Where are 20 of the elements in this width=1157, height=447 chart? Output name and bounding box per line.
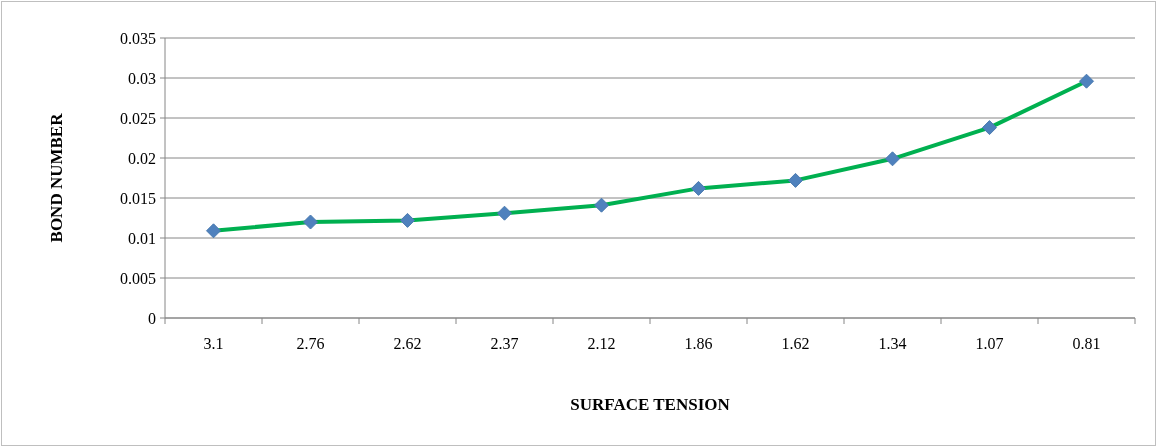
y-tick-label: 0.02 xyxy=(128,149,156,167)
x-tick-label: 1.62 xyxy=(781,335,810,352)
x-tick-label: 3.1 xyxy=(203,335,224,352)
x-tick-label: 2.37 xyxy=(490,335,519,352)
x-tick-label: 1.86 xyxy=(684,335,713,352)
y-tick-label: 0.025 xyxy=(120,109,156,127)
y-tick-label: 0.015 xyxy=(120,189,156,207)
x-tick-label: 2.62 xyxy=(393,335,422,352)
y-axis-title: BOND NUMBER xyxy=(47,112,66,243)
x-tick-label: 1.07 xyxy=(975,335,1004,352)
y-tick-label: 0.005 xyxy=(120,269,156,287)
x-tick-label: 0.81 xyxy=(1072,335,1101,352)
y-tick-label: 0.03 xyxy=(128,69,156,87)
y-tick-label: 0.01 xyxy=(128,229,156,247)
y-tick-label: 0 xyxy=(148,309,156,327)
x-axis-title: SURFACE TENSION xyxy=(570,395,731,414)
x-tick-label: 1.34 xyxy=(878,335,907,352)
x-tick-label: 2.12 xyxy=(587,335,616,352)
y-tick-label: 0.035 xyxy=(120,29,156,47)
x-tick-label: 2.76 xyxy=(296,335,325,352)
